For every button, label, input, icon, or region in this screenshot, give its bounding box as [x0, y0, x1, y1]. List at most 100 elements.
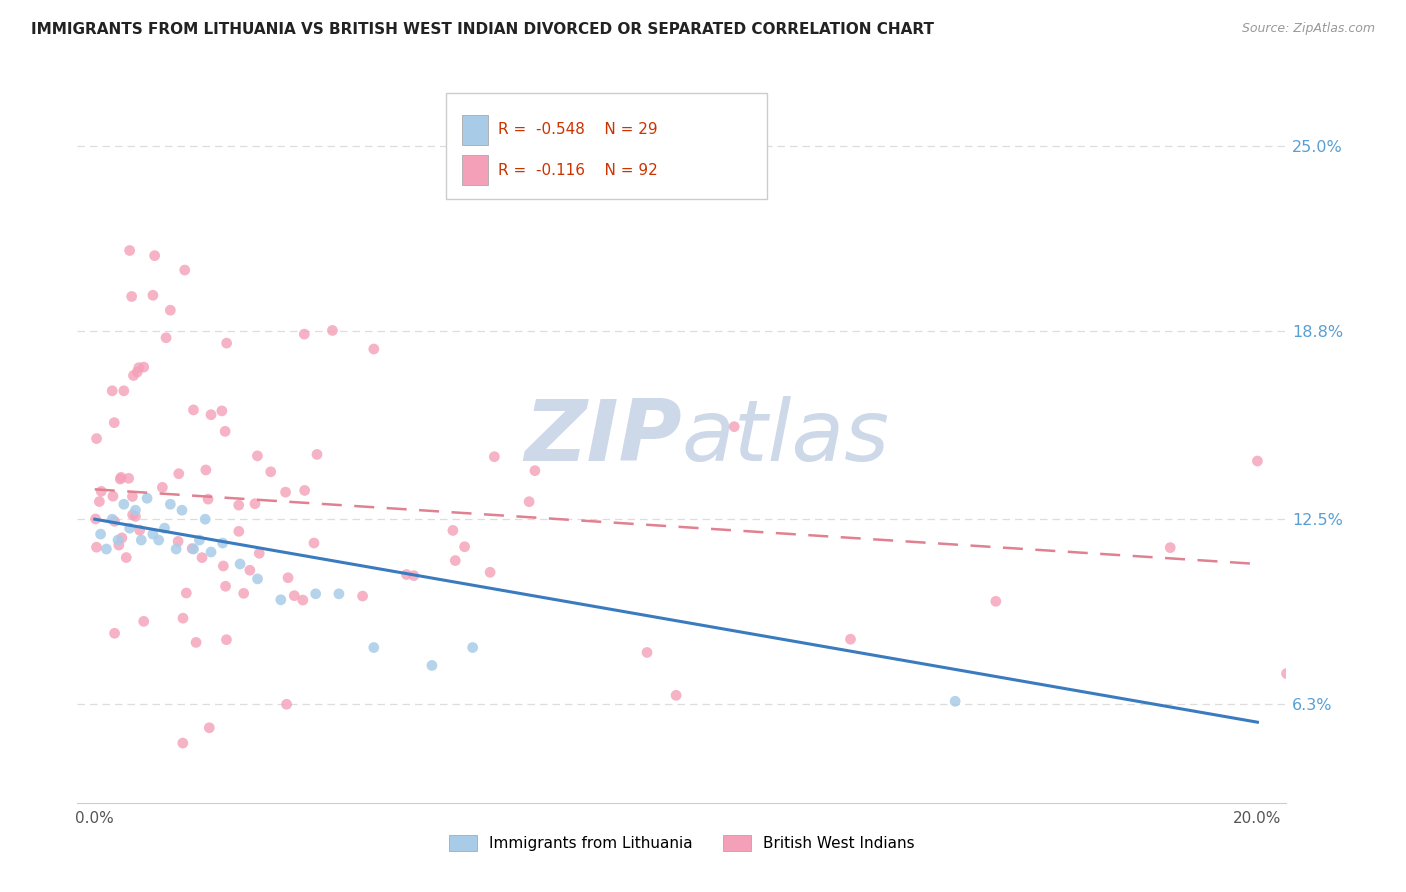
Point	[96, 542, 118, 557]
Point	[150, 480, 173, 494]
Point	[665, 689, 688, 703]
Point	[453, 540, 475, 554]
Point	[115, 550, 138, 565]
Point	[1246, 454, 1268, 468]
Text: R =  -0.116    N = 92: R = -0.116 N = 92	[498, 162, 658, 178]
Point	[124, 503, 146, 517]
Point	[129, 533, 152, 547]
Point	[155, 331, 177, 345]
Point	[1305, 529, 1327, 543]
Point	[167, 534, 190, 549]
Point	[118, 471, 141, 485]
Point	[198, 721, 221, 735]
Point	[247, 546, 270, 560]
Point	[479, 566, 502, 580]
Point	[1275, 666, 1298, 681]
Point	[112, 384, 135, 398]
Point	[153, 521, 176, 535]
Point	[461, 640, 484, 655]
Point	[305, 587, 328, 601]
Point	[305, 447, 328, 461]
Point	[101, 489, 124, 503]
Point	[214, 579, 236, 593]
Point	[181, 541, 204, 556]
Point	[274, 485, 297, 500]
Point	[103, 416, 125, 430]
Point	[84, 512, 107, 526]
Point	[484, 450, 506, 464]
Point	[172, 611, 194, 625]
Point	[194, 463, 217, 477]
Point	[121, 289, 143, 303]
Point	[395, 567, 418, 582]
Point	[292, 327, 315, 342]
Point	[103, 626, 125, 640]
Point	[183, 403, 205, 417]
Point	[165, 542, 187, 557]
Point	[363, 640, 385, 655]
Point	[420, 658, 443, 673]
Point	[122, 368, 145, 383]
Point	[90, 527, 112, 541]
Point	[232, 586, 254, 600]
Point	[143, 249, 166, 263]
FancyBboxPatch shape	[461, 155, 488, 185]
Point	[328, 587, 350, 601]
Point	[108, 538, 131, 552]
Point	[321, 323, 343, 337]
Point	[200, 408, 222, 422]
Point	[118, 521, 141, 535]
Point	[127, 365, 149, 379]
Point	[636, 645, 658, 659]
Point	[943, 694, 966, 708]
Point	[86, 540, 108, 554]
Point	[984, 594, 1007, 608]
Point	[148, 533, 170, 547]
Point	[142, 288, 165, 302]
Point	[89, 494, 111, 508]
Legend: Immigrants from Lithuania, British West Indians: Immigrants from Lithuania, British West …	[443, 830, 921, 857]
Point	[184, 635, 207, 649]
Point	[352, 589, 374, 603]
Point	[441, 524, 464, 538]
Point	[90, 484, 112, 499]
Point	[283, 589, 305, 603]
Point	[121, 508, 143, 522]
Text: IMMIGRANTS FROM LITHUANIA VS BRITISH WEST INDIAN DIVORCED OR SEPARATED CORRELATI: IMMIGRANTS FROM LITHUANIA VS BRITISH WES…	[31, 22, 934, 37]
Point	[118, 244, 141, 258]
Point	[211, 404, 233, 418]
Point	[110, 470, 132, 484]
Point	[142, 527, 165, 541]
Point	[246, 572, 269, 586]
Point	[246, 449, 269, 463]
Text: R =  -0.548    N = 29: R = -0.548 N = 29	[498, 122, 658, 137]
Point	[128, 360, 150, 375]
Point	[124, 509, 146, 524]
Point	[101, 384, 124, 398]
Point	[197, 492, 219, 507]
Point	[103, 514, 125, 528]
Point	[110, 472, 132, 486]
Point	[107, 533, 129, 547]
Point	[294, 483, 316, 498]
Point	[276, 698, 298, 712]
Text: atlas: atlas	[682, 395, 890, 479]
Point	[200, 545, 222, 559]
Point	[363, 342, 385, 356]
Point	[194, 512, 217, 526]
Point	[229, 557, 252, 571]
Point	[170, 503, 193, 517]
Point	[215, 336, 238, 351]
Point	[260, 465, 283, 479]
Point	[215, 632, 238, 647]
Point	[291, 593, 314, 607]
Text: ZIP: ZIP	[524, 395, 682, 479]
Point	[172, 736, 194, 750]
Point	[243, 497, 266, 511]
Point	[176, 586, 198, 600]
Point	[517, 494, 540, 508]
Point	[211, 536, 233, 550]
Point	[228, 498, 250, 512]
Point	[132, 615, 155, 629]
Point	[173, 263, 195, 277]
